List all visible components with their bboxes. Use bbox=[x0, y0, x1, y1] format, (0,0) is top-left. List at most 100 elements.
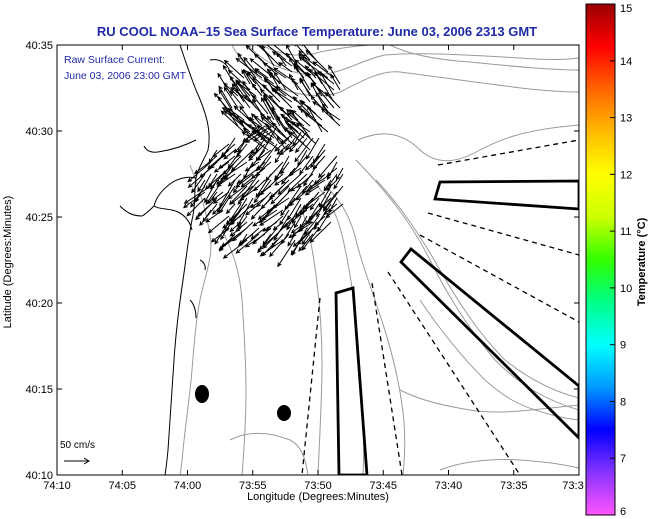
current-vector bbox=[320, 108, 341, 127]
x-axis-label: Longitude (Degrees:Minutes) bbox=[247, 491, 389, 503]
current-vector bbox=[309, 197, 320, 211]
x-tick-label: 73:55 bbox=[239, 480, 267, 492]
current-vector bbox=[199, 203, 218, 227]
current-vector bbox=[279, 209, 290, 226]
current-vector bbox=[280, 131, 296, 145]
current-vector bbox=[262, 62, 287, 79]
y-tick-label: 40:20 bbox=[25, 298, 53, 310]
current-vector bbox=[314, 70, 335, 103]
current-vector bbox=[235, 173, 254, 188]
current-vector bbox=[253, 131, 266, 142]
current-vector bbox=[235, 221, 248, 233]
current-vector bbox=[301, 227, 320, 251]
current-vector bbox=[326, 167, 338, 177]
current-vector bbox=[288, 221, 314, 239]
current-vector bbox=[250, 161, 272, 180]
current-vector bbox=[245, 125, 272, 144]
current-vector bbox=[270, 185, 290, 205]
current-vector bbox=[286, 203, 302, 231]
current-vector bbox=[310, 82, 329, 115]
current-vector bbox=[299, 99, 323, 121]
current-vector bbox=[197, 179, 206, 193]
current-vector bbox=[309, 221, 332, 243]
current-vector bbox=[271, 87, 293, 109]
y-tick-label: 40:35 bbox=[25, 40, 53, 52]
current-vector bbox=[280, 197, 296, 217]
current-vector bbox=[293, 215, 302, 229]
current-vector bbox=[237, 52, 257, 79]
current-vector bbox=[281, 221, 296, 245]
surface-current-vectors bbox=[182, 45, 344, 268]
current-vector bbox=[292, 96, 311, 115]
current-vector bbox=[235, 57, 263, 79]
current-vector bbox=[259, 173, 284, 196]
current-vector bbox=[286, 123, 305, 139]
current-vector bbox=[294, 137, 308, 154]
x-tick-label: 73:50 bbox=[304, 480, 332, 492]
current-vector bbox=[235, 87, 251, 109]
current-vector bbox=[187, 161, 212, 183]
current-vector bbox=[312, 155, 326, 170]
colorbar-tick-label: 8 bbox=[620, 396, 626, 408]
colorbar-tick-label: 12 bbox=[620, 169, 632, 181]
colorbar-tick-label: 11 bbox=[620, 226, 631, 238]
current-vector bbox=[303, 215, 320, 236]
current-vector bbox=[251, 83, 263, 97]
current-vector bbox=[293, 62, 311, 91]
current-vector bbox=[233, 105, 257, 127]
current-vector bbox=[207, 149, 230, 170]
current-vector bbox=[213, 161, 230, 173]
current-vector bbox=[270, 179, 290, 199]
y-tick-label: 40:10 bbox=[25, 470, 53, 482]
current-vector bbox=[243, 94, 269, 121]
current-vector bbox=[289, 108, 311, 139]
current-vector bbox=[283, 209, 308, 228]
current-vector bbox=[292, 233, 308, 248]
current-vector bbox=[207, 215, 230, 234]
current-vector bbox=[229, 203, 254, 226]
x-tick-label: 73:35 bbox=[500, 480, 528, 492]
current-vector bbox=[330, 73, 341, 91]
current-vector bbox=[271, 51, 293, 67]
colorbar-tick-label: 10 bbox=[620, 283, 632, 295]
current-vector bbox=[304, 185, 320, 196]
current-vector bbox=[328, 64, 341, 85]
current-vector bbox=[319, 71, 335, 97]
current-vector bbox=[260, 116, 287, 139]
current-vector bbox=[216, 173, 236, 187]
current-vector bbox=[318, 155, 338, 179]
current-vector bbox=[271, 122, 293, 145]
current-vector bbox=[285, 52, 305, 73]
current-vector bbox=[296, 105, 317, 121]
current-vector bbox=[242, 127, 263, 145]
current-vector bbox=[236, 114, 251, 139]
y-axis-label: Latitude (Degrees:Minutes) bbox=[2, 196, 14, 329]
y-tick-label: 40:30 bbox=[25, 126, 53, 138]
current-vector bbox=[250, 113, 263, 127]
current-vector bbox=[270, 233, 284, 248]
current-vector bbox=[221, 161, 248, 180]
current-vector bbox=[222, 82, 239, 97]
current-vector bbox=[242, 125, 266, 143]
current-vector bbox=[259, 88, 287, 115]
current-vector bbox=[306, 179, 326, 193]
current-vector bbox=[278, 62, 293, 73]
current-vector bbox=[305, 49, 329, 73]
current-vector bbox=[230, 149, 254, 172]
current-vector bbox=[225, 203, 248, 225]
current-vector bbox=[259, 113, 275, 127]
x-tick-label: 73:3 bbox=[562, 480, 583, 492]
current-vector bbox=[222, 155, 242, 176]
current-vector bbox=[322, 185, 344, 212]
current-vector bbox=[286, 112, 305, 127]
current-vector bbox=[232, 221, 254, 242]
current-vector bbox=[284, 185, 302, 211]
current-vector bbox=[195, 173, 212, 203]
plot-content bbox=[64, 45, 579, 475]
annotation-line-2: June 03, 2006 23:00 GMT bbox=[64, 70, 187, 82]
current-vector bbox=[256, 45, 281, 67]
chart-title: RU COOL NOAA–15 Sea Surface Temperature:… bbox=[97, 24, 537, 39]
current-vector bbox=[253, 69, 275, 85]
current-vector bbox=[248, 143, 266, 162]
